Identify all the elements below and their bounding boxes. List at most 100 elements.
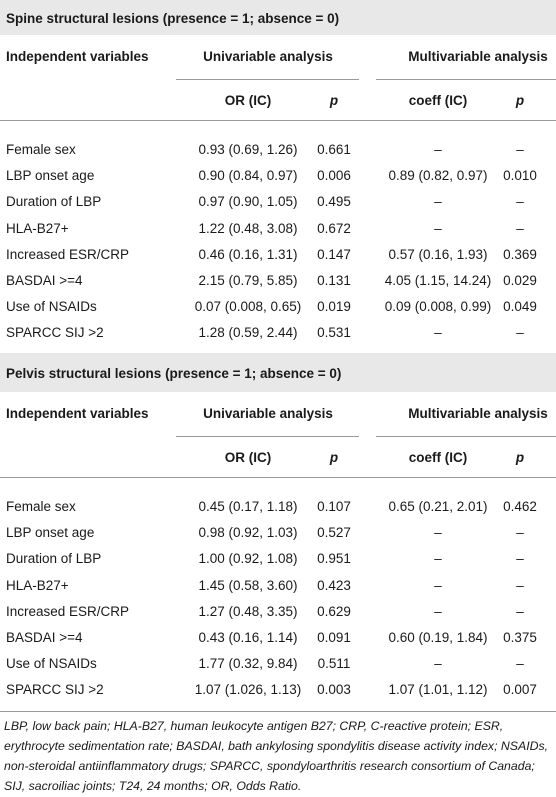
cell: – — [516, 525, 524, 541]
cell: – — [516, 325, 524, 341]
row-label: Female sex — [6, 142, 76, 157]
cell: 0.006 — [317, 168, 351, 184]
cell: – — [516, 551, 524, 567]
header-rule — [176, 436, 359, 437]
cell: – — [434, 551, 442, 567]
row-label: Increased ESR/CRP — [6, 603, 130, 619]
cell: 0.89 (0.82, 0.97) — [388, 168, 488, 184]
header-rule — [176, 79, 359, 80]
header-rule — [376, 79, 556, 80]
row-label: SPARCC SIJ >2 — [6, 325, 104, 341]
cell: 0.369 — [503, 246, 537, 262]
row-label: SPARCC SIJ >2 — [6, 682, 104, 698]
cell: 0.98 (0.92, 1.03) — [198, 525, 298, 541]
cell: 0.029 — [503, 273, 537, 288]
cell: 0.57 (0.16, 1.93) — [388, 246, 488, 262]
cell: – — [516, 603, 524, 619]
section-band — [0, 0, 556, 35]
row-label: BASDAI >=4 — [6, 630, 83, 645]
cell: 0.495 — [317, 194, 351, 210]
cell: – — [434, 220, 442, 236]
cell: – — [516, 220, 524, 236]
section-title: Pelvis structural lesions (presence = 1;… — [6, 365, 342, 381]
header-rule — [0, 120, 556, 121]
cell: 0.60 (0.19, 1.84) — [388, 630, 488, 645]
row-label: Female sex — [6, 499, 76, 514]
cell: 0.07 (0.008, 0.65) — [194, 299, 302, 315]
cell: 0.93 (0.69, 1.26) — [198, 142, 298, 157]
cell: 0.010 — [503, 168, 537, 184]
cell: 0.131 — [317, 273, 351, 288]
cell: 0.019 — [317, 299, 351, 315]
cell: – — [516, 577, 524, 593]
header-rule — [0, 477, 556, 478]
row-label: BASDAI >=4 — [6, 273, 83, 288]
column-header: Independent variables — [6, 406, 149, 421]
row-label: Duration of LBP — [6, 194, 102, 210]
cell: 0.65 (0.21, 2.01) — [388, 499, 488, 514]
cell: 0.375 — [503, 630, 537, 645]
cell: – — [434, 525, 442, 541]
cell: 0.091 — [317, 630, 351, 645]
cell: 1.07 (1.026, 1.13) — [194, 682, 302, 698]
cell: 0.45 (0.17, 1.18) — [198, 499, 298, 514]
section-title: Spine structural lesions (presence = 1; … — [6, 10, 340, 26]
cell: – — [434, 577, 442, 593]
column-subheader: p — [329, 93, 339, 108]
row-label: Use of NSAIDs — [6, 299, 97, 315]
footnote: LBP, low back pain; HLA-B27, human leuko… — [4, 719, 549, 793]
column-subheader: p — [515, 93, 525, 108]
column-header: Multivariable analysis — [408, 406, 548, 421]
column-subheader: coeff (IC) — [408, 93, 468, 108]
cell: – — [434, 656, 442, 672]
cell: 0.09 (0.008, 0.99) — [384, 299, 492, 315]
cell: 0.629 — [317, 603, 351, 619]
cell: 0.97 (0.90, 1.05) — [198, 194, 298, 210]
cell: 1.07 (1.01, 1.12) — [388, 682, 488, 698]
cell: 1.77 (0.32, 9.84) — [198, 656, 298, 672]
column-subheader: coeff (IC) — [408, 450, 468, 465]
cell: 0.462 — [503, 499, 537, 514]
row-label: Increased ESR/CRP — [6, 246, 130, 262]
row-label: LBP onset age — [6, 168, 95, 184]
cell: – — [434, 603, 442, 619]
cell: 0.147 — [317, 246, 351, 262]
cell: 0.107 — [317, 499, 351, 514]
cell: 0.951 — [317, 551, 351, 567]
cell: 0.672 — [317, 220, 351, 236]
cell: 0.049 — [503, 299, 537, 315]
column-header: Independent variables — [6, 49, 149, 64]
cell: 1.00 (0.92, 1.08) — [198, 551, 298, 567]
column-header: Univariable analysis — [203, 406, 333, 421]
cell: 0.46 (0.16, 1.31) — [198, 246, 298, 262]
row-label: HLA-B27+ — [6, 577, 69, 593]
cell: 0.003 — [317, 682, 351, 698]
cell: – — [434, 142, 442, 157]
cell: 1.27 (0.48, 3.35) — [198, 603, 298, 619]
row-label: Duration of LBP — [6, 551, 102, 567]
cell: 0.90 (0.84, 0.97) — [198, 168, 298, 184]
cell: 1.22 (0.48, 3.08) — [198, 220, 298, 236]
cell: 1.45 (0.58, 3.60) — [198, 577, 298, 593]
cell: – — [516, 194, 524, 210]
column-subheader: p — [515, 450, 525, 465]
cell: 0.661 — [317, 142, 351, 157]
cell: 2.15 (0.79, 5.85) — [198, 273, 298, 288]
cell: 4.05 (1.15, 14.24) — [384, 273, 492, 288]
cell: 1.28 (0.59, 2.44) — [198, 325, 298, 341]
header-rule — [376, 436, 556, 437]
cell: 0.531 — [317, 325, 351, 341]
cell: 0.007 — [503, 682, 537, 698]
section-band — [0, 353, 556, 392]
column-subheader: OR (IC) — [224, 450, 272, 465]
row-label: HLA-B27+ — [6, 220, 69, 236]
cell: 0.423 — [317, 577, 351, 593]
cell: – — [434, 194, 442, 210]
column-header: Multivariable analysis — [408, 49, 548, 64]
cell: 0.511 — [317, 656, 351, 672]
cell: 0.527 — [317, 525, 351, 541]
column-header: Univariable analysis — [203, 49, 333, 64]
column-subheader: p — [329, 450, 339, 465]
row-label: Use of NSAIDs — [6, 656, 97, 672]
